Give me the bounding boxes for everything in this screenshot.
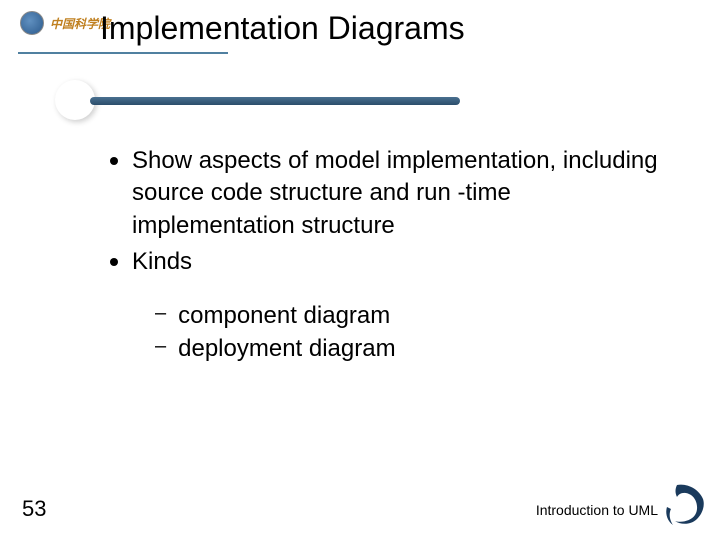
list-item: – deployment diagram [155,333,655,364]
page-number: 53 [22,496,46,522]
slide-title: Implementation Diagrams [100,10,465,47]
bullet-list: Show aspects of model implementation, in… [110,145,680,283]
sub-bullet-text: component diagram [178,300,390,331]
list-item: Kinds [110,246,680,278]
bullet-icon [110,157,118,165]
list-item: – component diagram [155,300,655,331]
sub-bullet-list: – component diagram – deployment diagram [155,300,655,366]
bullet-text: Show aspects of model implementation, in… [132,145,680,242]
dash-icon: – [155,335,166,358]
dash-icon: – [155,302,166,325]
title-underline [18,52,228,54]
footer-text: Introduction to UML [536,502,658,518]
decorative-line [90,97,460,105]
sub-bullet-text: deployment diagram [178,333,395,364]
decorative-dot [55,80,95,120]
bullet-icon [110,258,118,266]
list-item: Show aspects of model implementation, in… [110,145,680,242]
dragon-badge-icon [657,477,712,532]
logo-circle-icon [20,11,44,35]
bullet-text: Kinds [132,246,192,278]
